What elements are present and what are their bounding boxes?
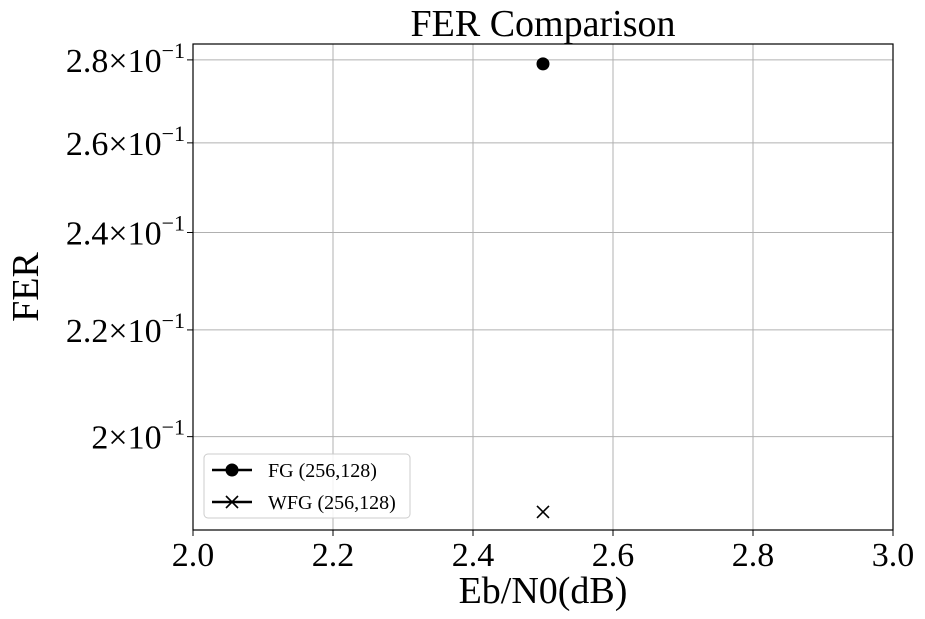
y-tick-times: ×10 <box>108 313 161 350</box>
chart-title: FER Comparison <box>411 3 676 45</box>
data-point-series-0 <box>536 57 550 71</box>
y-tick-label: 2.8×10−1 <box>66 38 185 80</box>
x-tick-label: 2.8 <box>732 537 775 574</box>
axis-ticks: 2.0 2.2 2.4 2.6 2.8 3.02×10−12.2×10−12.4×10−1… <box>66 38 914 574</box>
y-tick-mantissa: 2.8 <box>66 43 109 80</box>
x-tick-label: 2.2 <box>312 537 355 574</box>
legend-entry: FG (256,128) <box>212 460 377 482</box>
data-point-series-1 <box>536 505 550 519</box>
y-axis-label: FER <box>5 252 47 322</box>
data-marks <box>536 57 550 519</box>
y-tick-times: ×10 <box>108 420 161 457</box>
y-tick-label: 2×10−1 <box>91 415 185 457</box>
legend-box <box>203 453 411 519</box>
plot-area-frame <box>192 43 894 531</box>
y-tick-label: 2.2×10−1 <box>66 308 185 350</box>
x-tick-label: 3.0 <box>872 537 915 574</box>
y-tick-times: ×10 <box>108 215 161 252</box>
y-tick-exponent: −1 <box>162 415 185 440</box>
y-tick-mantissa: 2.4 <box>66 215 109 252</box>
y-tick-label: 2.4×10−1 <box>66 210 185 252</box>
y-tick-exponent: −1 <box>162 210 185 235</box>
legend-marker <box>225 495 239 509</box>
legend-label: WFG (256,128) <box>268 492 396 514</box>
legend-label: FG (256,128) <box>268 460 377 482</box>
y-tick-label: 2.6×10−1 <box>66 121 185 163</box>
y-tick-times: ×10 <box>108 126 161 163</box>
legend-entry: WFG (256,128) <box>212 492 396 514</box>
x-tick-label: 2.6 <box>592 537 635 574</box>
y-tick-mantissa: 2.2 <box>66 313 109 350</box>
x-tick-label: 2.0 <box>172 537 215 574</box>
x-tick-label: 2.4 <box>452 537 495 574</box>
y-tick-exponent: −1 <box>162 121 185 146</box>
y-tick-mantissa: 2 <box>91 420 108 457</box>
y-tick-exponent: −1 <box>162 308 185 333</box>
y-tick-mantissa: 2.6 <box>66 126 109 163</box>
y-tick-exponent: −1 <box>162 38 185 63</box>
legend: FG (256,128) WFG (256,128) <box>203 453 411 519</box>
x-axis-label: Eb/N0(dB) <box>459 570 628 612</box>
legend-marker <box>225 463 239 477</box>
y-tick-times: ×10 <box>108 43 161 80</box>
